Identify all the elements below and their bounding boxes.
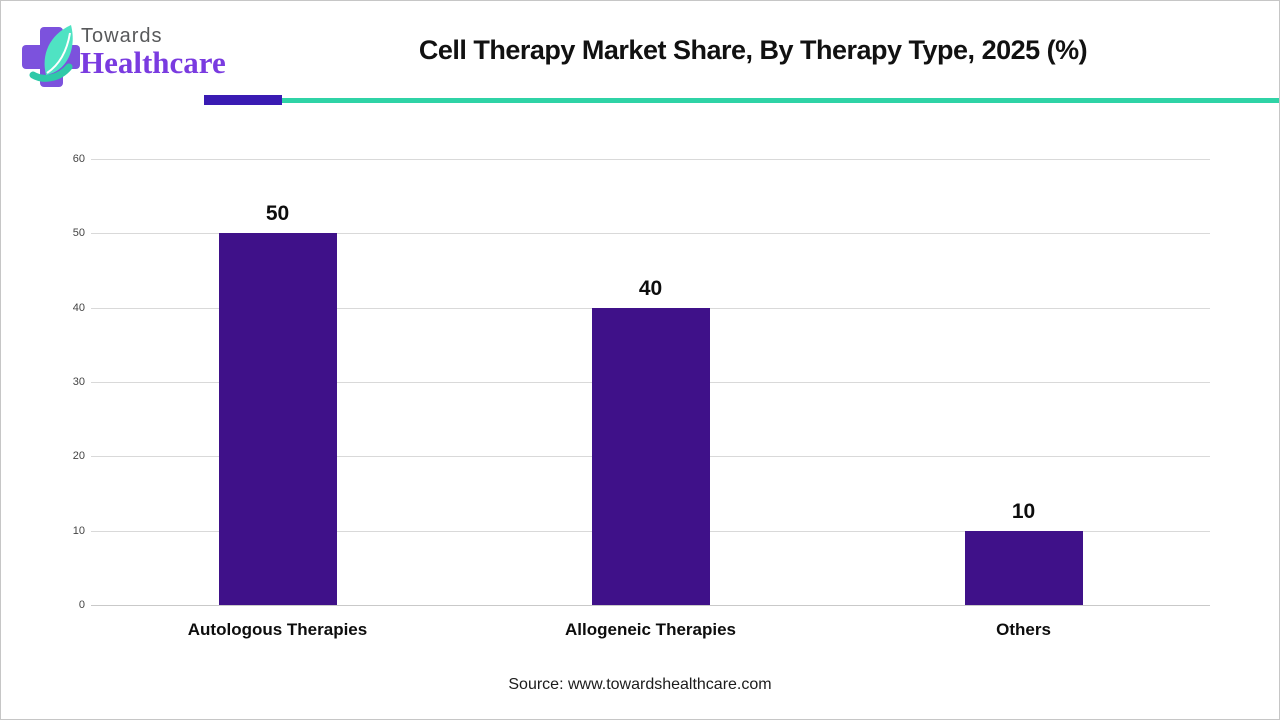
y-axis-tick-label: 50 — [72, 227, 85, 240]
y-axis-tick-label: 40 — [72, 301, 85, 314]
x-axis-labels: Autologous Therapies Allogeneic Therapies… — [91, 620, 1210, 644]
gridline — [91, 233, 1210, 235]
y-axis-tick-label: 0 — [78, 599, 85, 611]
gridline — [91, 605, 1210, 606]
x-axis-category-label: Autologous Therapies — [187, 620, 368, 639]
leaf-body — [44, 25, 73, 75]
bar-value-label: 40 — [638, 276, 663, 300]
y-axis-tick-label: 10 — [72, 524, 85, 537]
x-axis-category-label: Allogeneic Therapies — [565, 620, 736, 639]
chart-title: Cell Therapy Market Share, By Therapy Ty… — [418, 35, 1088, 65]
bar-value-label: 50 — [265, 202, 290, 226]
y-axis-tick-label: 20 — [72, 450, 85, 463]
x-axis-category-label: Others — [996, 620, 1051, 639]
logo-word-healthcare: Healthcare — [80, 45, 226, 80]
bar-others — [964, 530, 1083, 605]
towards-healthcare-logo: Towards Healthcare — [19, 15, 259, 91]
bar-value-label: 10 — [1011, 499, 1036, 523]
leaf-icon — [29, 25, 73, 82]
leaf-stem — [29, 63, 73, 82]
leaf-vein — [46, 32, 71, 74]
header-divider-teal-line — [282, 98, 1279, 103]
gridline — [91, 159, 1210, 160]
y-axis-tick-label: 60 — [72, 153, 85, 165]
source-attribution: Source: www.towardshealthcare.com — [508, 676, 772, 693]
bar-allogeneic-therapies — [591, 307, 710, 605]
plot-area: 0 10 20 30 40 50 60 50 40 10 — [73, 153, 1210, 611]
y-axis-tick-label: 30 — [72, 376, 85, 388]
header-divider-purple-segment — [204, 95, 282, 105]
logo-word-towards: Towards — [81, 25, 163, 47]
bar-autologous-therapies — [218, 233, 337, 605]
